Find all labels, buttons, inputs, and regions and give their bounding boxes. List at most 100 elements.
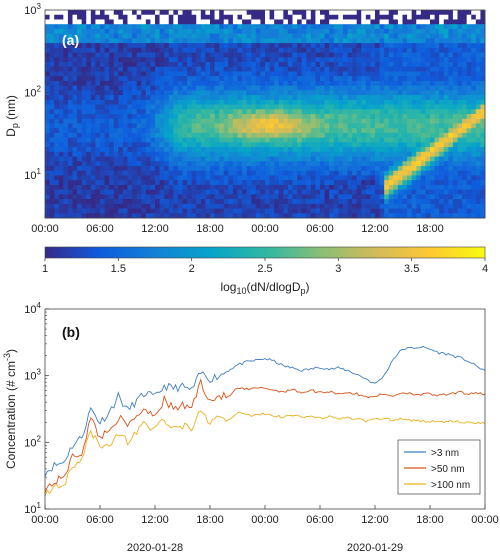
heatmap-cell	[81, 85, 87, 91]
heatmap-cell	[329, 80, 335, 87]
heatmap-cell	[150, 180, 156, 186]
heatmap-cell	[100, 123, 105, 129]
heatmap-cell	[54, 43, 60, 49]
heatmap-cell	[72, 19, 78, 25]
heatmap-cell	[67, 80, 73, 87]
heatmap-cell	[430, 142, 435, 148]
heatmap-cell	[104, 57, 110, 63]
heatmap-cell	[81, 118, 87, 124]
heatmap-cell	[310, 66, 316, 72]
heatmap-cell	[182, 76, 188, 82]
heatmap-cell	[393, 203, 399, 209]
heatmap-cell	[67, 128, 73, 134]
heatmap-cell	[448, 104, 454, 110]
heatmap-cell	[228, 38, 234, 44]
heatmap-cell	[109, 208, 115, 214]
heatmap-cell	[425, 62, 431, 68]
heatmap-cell	[320, 208, 325, 214]
heatmap-cell	[352, 180, 358, 186]
heatmap-cell	[365, 109, 371, 115]
heatmap-cell	[205, 180, 211, 186]
heatmap-cell	[411, 194, 417, 200]
heatmap-cell	[86, 161, 92, 167]
heatmap-cell	[72, 52, 78, 58]
heatmap-cell	[370, 33, 376, 39]
heatmap-cell	[292, 128, 298, 134]
heatmap-cell	[315, 43, 321, 49]
heatmap-cell	[155, 95, 160, 101]
heatmap-cell	[109, 194, 115, 200]
heatmap-cell	[407, 118, 413, 124]
heatmap-cell	[251, 19, 257, 25]
heatmap-cell	[104, 118, 110, 124]
heatmap-cell	[292, 109, 298, 115]
heatmap-cell	[237, 57, 243, 63]
heatmap-cell	[425, 95, 431, 101]
heatmap-cell	[113, 184, 119, 191]
heatmap-cell	[187, 213, 193, 219]
x-tick-label: 00:00	[471, 514, 499, 526]
heatmap-cell	[104, 76, 110, 82]
heatmap-cell	[122, 95, 128, 101]
heatmap-cell	[255, 66, 261, 72]
colorbar-label: log10(dN/dlogDp)	[220, 280, 309, 296]
heatmap-cell	[164, 66, 170, 72]
heatmap-cell	[411, 28, 417, 35]
heatmap-cell	[232, 109, 238, 115]
heatmap-cell	[310, 184, 316, 191]
heatmap-cell	[379, 123, 385, 129]
heatmap-cell	[122, 80, 128, 87]
heatmap-cell	[255, 43, 261, 49]
heatmap-cell	[301, 76, 307, 82]
heatmap-cell	[191, 203, 197, 209]
heatmap-cell	[320, 156, 325, 162]
heatmap-cell	[187, 66, 193, 72]
heatmap-cell	[356, 90, 362, 96]
heatmap-cell	[164, 33, 170, 39]
heatmap-cell	[388, 175, 394, 181]
heatmap-cell	[466, 194, 472, 200]
heatmap-cell	[122, 180, 128, 186]
heatmap-cell	[155, 109, 160, 115]
heatmap-cell	[402, 194, 408, 200]
heatmap-cell	[173, 47, 179, 53]
heatmap-cell	[182, 114, 188, 120]
heatmap-cell	[361, 142, 367, 148]
heatmap-cell	[77, 118, 83, 124]
heatmap-cell	[90, 47, 96, 53]
heatmap-cell	[251, 137, 257, 143]
heatmap-cell	[177, 208, 183, 214]
heatmap-cell	[67, 132, 73, 139]
heatmap-cell	[155, 189, 160, 195]
heatmap-cell	[402, 213, 408, 219]
heatmap-cell	[164, 114, 170, 120]
heatmap-cell	[434, 156, 440, 162]
heatmap-cell	[251, 47, 257, 53]
heatmap-cell	[356, 180, 362, 186]
heatmap-cell	[104, 47, 110, 53]
heatmap-cell	[150, 166, 156, 172]
heatmap-cell	[342, 151, 348, 157]
heatmap-cell	[356, 128, 362, 134]
heatmap-cell	[370, 99, 376, 105]
heatmap-cell	[347, 62, 353, 68]
heatmap-cell	[54, 199, 60, 205]
heatmap-cell	[425, 76, 431, 82]
heatmap-cell	[150, 71, 156, 77]
heatmap-cell	[306, 156, 312, 162]
heatmap-cell	[104, 199, 110, 205]
heatmap-cell	[443, 19, 449, 25]
heatmap-cell	[54, 19, 60, 25]
heatmap-cell	[232, 194, 238, 200]
heatmap-cell	[301, 166, 307, 172]
heatmap-cell	[411, 175, 417, 181]
heatmap-cell	[177, 189, 183, 195]
heatmap-cell	[113, 85, 119, 91]
heatmap-cell	[67, 166, 73, 172]
heatmap-cell	[95, 128, 101, 134]
heatmap-cell	[132, 10, 138, 16]
heatmap-cell	[375, 189, 380, 195]
heatmap-cell	[452, 57, 458, 63]
heatmap-cell	[155, 71, 160, 77]
heatmap-cell	[58, 85, 64, 91]
